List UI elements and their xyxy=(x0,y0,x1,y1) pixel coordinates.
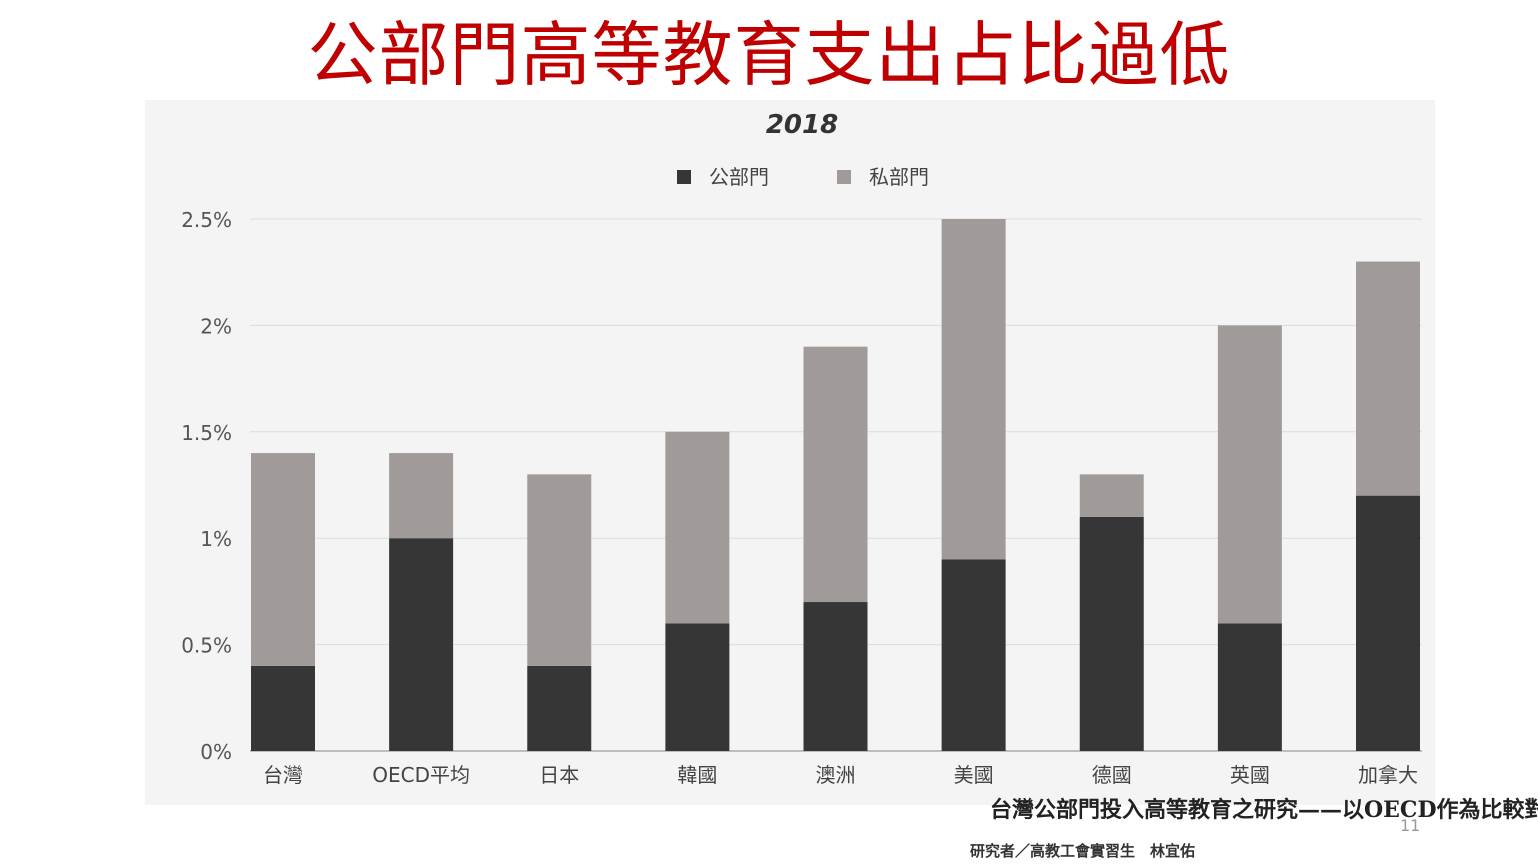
bar-public xyxy=(527,665,592,751)
y-axis-ticks: 0% 0.5% 1% 1.5% 2% 2.5% xyxy=(181,208,232,764)
bar-private xyxy=(941,219,1006,560)
bar-private xyxy=(389,453,454,539)
bar-private xyxy=(251,453,315,666)
x-tick-label: 澳洲 xyxy=(816,763,856,787)
x-tick-label: 美國 xyxy=(954,763,994,787)
bar-public xyxy=(941,559,1006,751)
y-tick-label: 1.5% xyxy=(181,421,232,445)
bar-public xyxy=(1217,623,1282,751)
x-tick-label: 英國 xyxy=(1230,763,1270,787)
bar-private xyxy=(527,474,592,666)
bar-public xyxy=(803,602,868,751)
x-tick-label: 韓國 xyxy=(677,763,717,787)
y-tick-label: 1% xyxy=(200,527,232,551)
x-tick-label: 加拿大 xyxy=(1358,763,1418,787)
x-axis-ticks: 台灣 OECD平均 日本 韓國 澳洲 美國 德國 英國 加拿大 xyxy=(263,763,1418,787)
bar-private xyxy=(1217,325,1282,624)
x-tick-label: 德國 xyxy=(1092,763,1132,787)
slide-title: 公部門高等教育支出占比過低 xyxy=(307,14,1231,96)
bar-public xyxy=(389,538,454,751)
bar-private xyxy=(665,431,730,624)
chart-legend: 公部門 私部門 xyxy=(677,165,929,189)
x-tick-label: 台灣 xyxy=(263,763,303,787)
page-number: 11 xyxy=(1400,816,1421,835)
legend-swatch xyxy=(837,170,851,184)
y-tick-label: 2% xyxy=(200,314,232,338)
x-tick-label: 日本 xyxy=(539,763,579,787)
legend-label: 公部門 xyxy=(709,165,769,189)
bar-private xyxy=(1356,261,1420,496)
legend-label: 私部門 xyxy=(869,165,929,189)
bar-private xyxy=(803,346,868,603)
legend-swatch xyxy=(677,170,691,184)
chart-bars xyxy=(251,219,1420,751)
chart-title: 2018 xyxy=(766,110,838,140)
bar-public xyxy=(251,665,315,751)
y-tick-label: 0% xyxy=(200,740,232,764)
bar-public xyxy=(1079,516,1144,751)
x-tick-label: OECD平均 xyxy=(372,763,470,787)
source-citation: 台灣公部門投入高等教育之研究——以OECD作為比較對象 xyxy=(990,797,1538,823)
bar-private xyxy=(1079,474,1144,517)
bar-public xyxy=(665,623,730,751)
bar-public xyxy=(1356,495,1420,751)
y-tick-label: 0.5% xyxy=(181,634,232,658)
y-tick-label: 2.5% xyxy=(181,208,232,232)
author-credit: 研究者／高教工會實習生 林宜佑 xyxy=(970,842,1196,860)
